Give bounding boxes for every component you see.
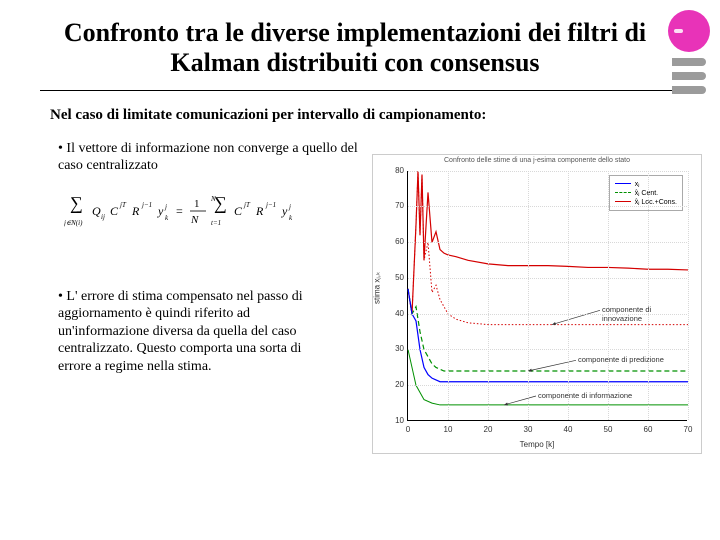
brand-logo — [668, 10, 710, 94]
ytick: 80 — [382, 166, 404, 175]
xtick: 10 — [444, 425, 453, 434]
xtick: 60 — [644, 425, 653, 434]
svg-text:C: C — [110, 204, 119, 218]
svg-text:∑: ∑ — [214, 193, 227, 213]
series-blue_solid — [408, 289, 688, 382]
ytick: 20 — [382, 380, 404, 389]
svg-text:∑: ∑ — [70, 193, 83, 213]
svg-text:j−1: j−1 — [265, 201, 276, 209]
svg-text:j∈N(i): j∈N(i) — [64, 219, 83, 227]
ytick: 30 — [382, 344, 404, 353]
xtick: 40 — [564, 425, 573, 434]
legend-item: x̂ⱼ Cent. — [615, 189, 677, 197]
svg-text:j: j — [164, 203, 167, 211]
svg-text:ij: ij — [101, 213, 105, 221]
chart-legend: xⱼx̂ⱼ Cent.x̂ⱼ Loc.+Cons. — [609, 175, 683, 211]
svg-text:=: = — [176, 204, 183, 218]
svg-text:jT: jT — [243, 201, 251, 209]
main-content: • Il vettore di informazione non converg… — [0, 124, 720, 140]
bullet-1: • Il vettore di informazione non converg… — [58, 140, 368, 175]
bullet-2: • L' errore di stima compensato nel pass… — [58, 288, 338, 376]
svg-text:j−1: j−1 — [141, 201, 152, 209]
xtick: 50 — [604, 425, 613, 434]
ytick: 40 — [382, 309, 404, 318]
svg-text:Q: Q — [92, 204, 101, 218]
svg-text:y: y — [157, 204, 164, 218]
chart-annotation: componente di predizione — [578, 355, 664, 364]
svg-text:t=1: t=1 — [211, 219, 221, 227]
formula: ∑ j∈N(i) Q ij C jT R j−1 y j k = 1 N ∑ N… — [64, 193, 368, 248]
svg-text:j: j — [288, 203, 291, 211]
svg-text:N: N — [190, 214, 199, 226]
xtick: 0 — [406, 425, 410, 434]
svg-text:jT: jT — [119, 201, 127, 209]
ytick: 60 — [382, 237, 404, 246]
legend-item: xⱼ — [615, 180, 677, 188]
svg-text:k: k — [289, 214, 293, 222]
chart-annotation: componente di informazione — [538, 391, 632, 400]
ytick: 70 — [382, 201, 404, 210]
legend-item: x̂ⱼ Loc.+Cons. — [615, 198, 677, 206]
xtick: 30 — [524, 425, 533, 434]
chart-xlabel: Tempo [k] — [373, 440, 701, 449]
chart-container: Confronto delle stime di una j-esima com… — [372, 154, 702, 454]
left-column: • Il vettore di informazione non converg… — [58, 140, 368, 376]
logo-circle-icon — [668, 10, 710, 52]
chart-title: Confronto delle stime di una j-esima com… — [373, 157, 701, 164]
svg-text:R: R — [255, 204, 264, 218]
subtitle: Nel caso di limitate comunicazioni per i… — [0, 91, 720, 124]
chart-plot-area: xⱼx̂ⱼ Cent.x̂ⱼ Loc.+Cons. 10203040506070… — [407, 171, 687, 421]
logo-bars-icon — [672, 58, 706, 94]
page-title: Confronto tra le diverse implementazioni… — [0, 0, 720, 88]
svg-text:y: y — [281, 204, 288, 218]
chart-ylabel: stima xⱼ,ₖ — [373, 271, 382, 303]
svg-text:N: N — [210, 195, 216, 203]
svg-text:C: C — [234, 204, 243, 218]
formula-svg: ∑ j∈N(i) Q ij C jT R j−1 y j k = 1 N ∑ N… — [64, 193, 324, 243]
xtick: 20 — [484, 425, 493, 434]
ytick: 50 — [382, 273, 404, 282]
chart-annotation: componente di innovazione — [602, 305, 687, 323]
xtick: 70 — [684, 425, 693, 434]
svg-text:R: R — [131, 204, 140, 218]
svg-text:1: 1 — [194, 198, 200, 210]
svg-text:k: k — [165, 214, 169, 222]
ytick: 10 — [382, 416, 404, 425]
